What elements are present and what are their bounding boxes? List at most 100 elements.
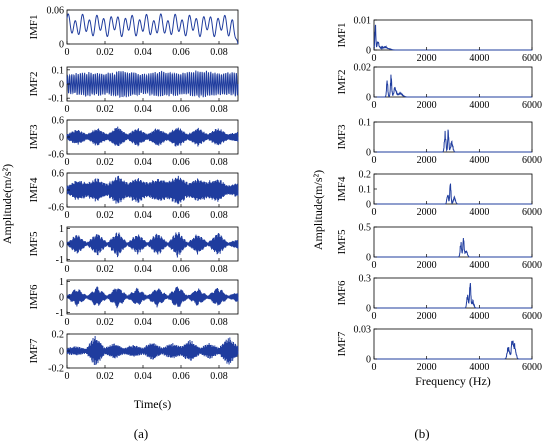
x-tick-label: 0 — [65, 317, 70, 328]
x-tick-label: 0.02 — [96, 47, 114, 58]
x-tick-label: 0.02 — [96, 157, 114, 168]
x-tick-label: 4000 — [469, 311, 489, 322]
x-tick-label: 2000 — [417, 53, 437, 64]
series-label: IMF6 — [336, 280, 348, 306]
series-imf3-trace — [66, 126, 239, 147]
x-tick-label: 0.06 — [172, 210, 190, 221]
x-tick-label: 0.06 — [172, 264, 190, 275]
series-label: IMF4 — [28, 177, 40, 203]
y-tick-label: -0.6 — [48, 203, 64, 214]
y-tick-label: 0.1 — [359, 118, 372, 129]
series-imf5-trace — [374, 238, 532, 258]
x-tick-label: 0.08 — [210, 264, 228, 275]
x-tick-label: 0.08 — [210, 104, 228, 115]
y-tick-label: 0.01 — [354, 16, 372, 27]
y-tick-label: 0.2 — [359, 170, 372, 181]
x-tick-label: 4000 — [469, 155, 489, 166]
series-imf1-trace — [66, 13, 239, 45]
x-tick-label: 0.08 — [210, 317, 228, 328]
plot-frame — [373, 19, 533, 51]
subplot-imf3: 0 0.1 0 2000 4000 6000 IMF3 — [336, 118, 542, 167]
y-tick-label: 0.2 — [52, 330, 65, 341]
plot-frame — [66, 9, 239, 45]
series-label: IMF5 — [336, 229, 348, 255]
x-tick-label: 2000 — [417, 311, 437, 322]
series-imf5-trace — [66, 231, 239, 258]
x-tick-label: 6000 — [522, 362, 542, 373]
y-tick-label: 0 — [366, 355, 371, 366]
x-tick-label: 4000 — [469, 207, 489, 218]
x-tick-label: 0 — [372, 207, 377, 218]
x-tick-label: 0.04 — [134, 157, 152, 168]
x-tick-label: 0 — [65, 157, 70, 168]
x-tick-label: 6000 — [522, 100, 542, 111]
series-imf2-trace — [66, 70, 239, 99]
y-tick-label: -0.2 — [48, 364, 64, 375]
series-label: IMF4 — [336, 176, 348, 202]
series-imf4-trace — [374, 183, 532, 205]
x-tick-label: 2000 — [417, 100, 437, 111]
x-tick-label: 0 — [65, 47, 70, 58]
x-tick-label: 0.08 — [210, 371, 228, 382]
x-tick-label: 0.06 — [172, 317, 190, 328]
subplot-imf5: 0 0.5 0 2000 4000 6000 IMF5 — [336, 223, 542, 272]
y-tick-label: 0 — [59, 40, 64, 51]
subplot-imf7: 0 0.03 0 2000 4000 6000 IMF7 — [336, 325, 542, 374]
subplot-imf2: 0 0.02 0 2000 4000 6000 IMF2 — [336, 63, 542, 112]
x-tick-label: 0.04 — [134, 210, 152, 221]
x-tick-label: 0.08 — [210, 157, 228, 168]
x-tick-label: 0 — [372, 53, 377, 64]
y-tick-label: 1 — [59, 224, 64, 235]
x-tick-label: 0.02 — [96, 317, 114, 328]
x-tick-label: 0.06 — [172, 47, 190, 58]
y-tick-label: 0 — [366, 253, 371, 264]
plot-frame — [373, 328, 533, 360]
y-tick-label: -1 — [56, 308, 64, 319]
y-tick-label: -1 — [56, 255, 64, 266]
x-axis-label: Frequency (Hz) — [415, 374, 491, 388]
y-tick-label: 0 — [366, 148, 371, 159]
y-tick-label: 0 — [59, 293, 64, 304]
x-tick-label: 4000 — [469, 100, 489, 111]
y-axis-label: Amplitude(m/s²) — [0, 164, 14, 244]
x-tick-label: 0.04 — [134, 104, 152, 115]
y-tick-label: 0 — [366, 93, 371, 104]
subplot-imf6: 0 0.3 0 2000 4000 6000 IMF6 — [336, 274, 542, 323]
series-label: IMF5 — [28, 231, 40, 257]
y-tick-label: 0 — [59, 240, 64, 251]
x-tick-label: 0 — [65, 210, 70, 221]
x-tick-label: 0.04 — [134, 47, 152, 58]
x-tick-label: 2000 — [417, 207, 437, 218]
y-tick-label: 0.06 — [47, 6, 65, 17]
series-label: IMF7 — [28, 338, 40, 364]
x-tick-label: 0.06 — [172, 157, 190, 168]
series-label: IMF1 — [336, 22, 348, 47]
x-tick-label: 4000 — [469, 260, 489, 271]
x-tick-label: 2000 — [417, 260, 437, 271]
series-imf1-trace — [373, 24, 532, 51]
series-label: IMF1 — [28, 14, 40, 39]
x-tick-label: 2000 — [417, 362, 437, 373]
x-tick-label: 0.04 — [134, 264, 152, 275]
x-tick-label: 0.06 — [172, 104, 190, 115]
series-imf6-trace — [66, 286, 239, 309]
series-imf7-trace — [66, 335, 239, 366]
y-tick-label: 0 — [366, 304, 371, 315]
x-tick-label: 0 — [372, 155, 377, 166]
x-tick-label: 0 — [65, 264, 70, 275]
x-tick-label: 6000 — [522, 260, 542, 271]
y-tick-label: 0.3 — [359, 274, 372, 285]
y-tick-label: 0.5 — [359, 223, 372, 234]
y-tick-label: 0.1 — [52, 65, 65, 76]
x-tick-label: 0 — [65, 371, 70, 382]
series-imf3-trace — [374, 129, 532, 153]
x-tick-label: 0.08 — [210, 47, 228, 58]
y-tick-label: 0 — [59, 80, 64, 91]
x-tick-label: 0 — [372, 260, 377, 271]
